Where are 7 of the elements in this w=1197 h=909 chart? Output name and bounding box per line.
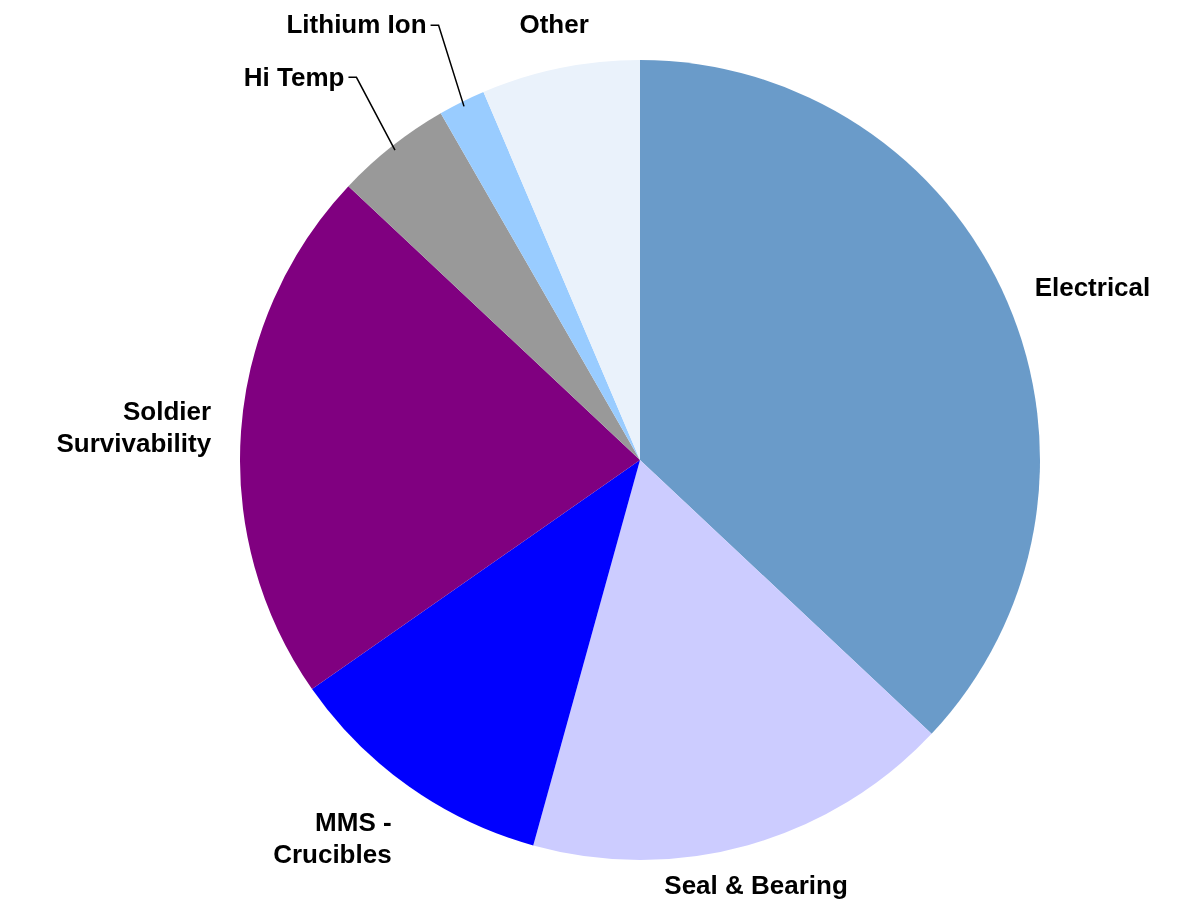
- slice-label: Electrical: [1034, 272, 1151, 303]
- slice-label: MMS - Crucibles: [273, 807, 392, 870]
- slice-label: Lithium Ion: [286, 9, 427, 40]
- slice-label: Hi Temp: [243, 61, 345, 92]
- slice-label: Seal & Bearing: [664, 870, 848, 901]
- slice-label: Other: [519, 8, 589, 39]
- slice-label: Soldier Survivability: [56, 396, 212, 459]
